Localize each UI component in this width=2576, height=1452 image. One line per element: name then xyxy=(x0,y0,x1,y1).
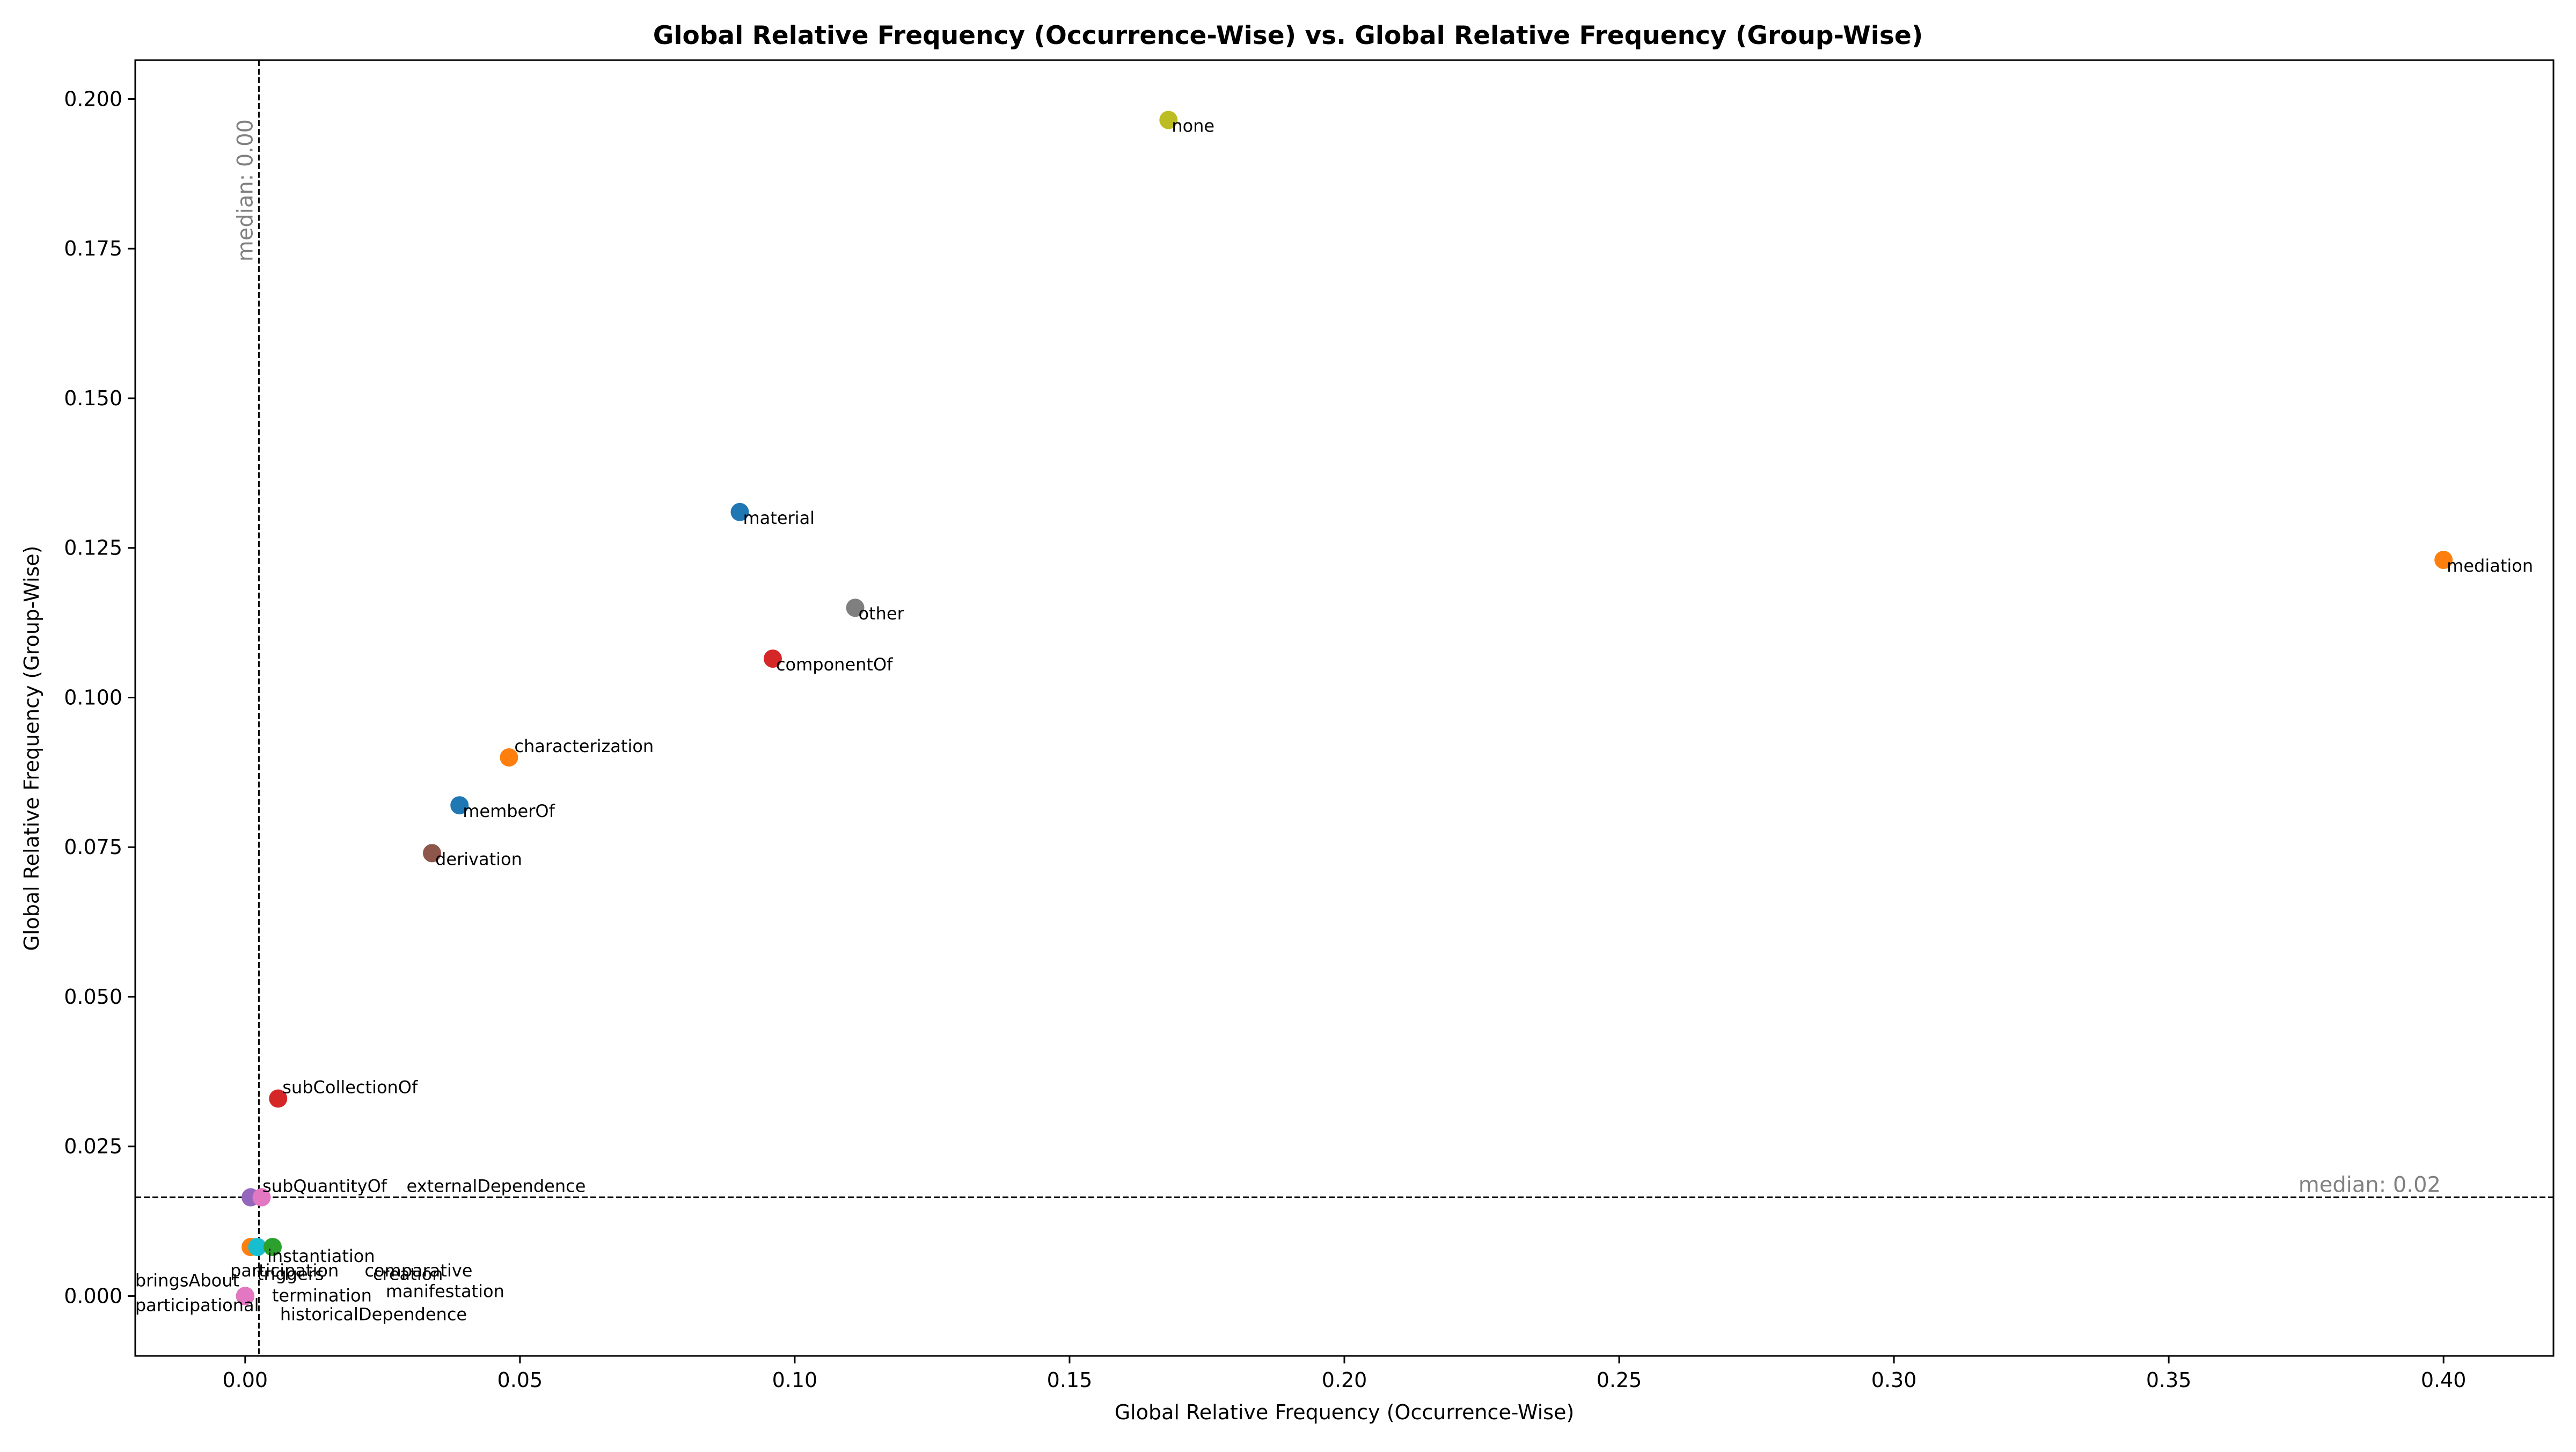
x-tick-label: 0.15 xyxy=(1047,1368,1093,1392)
median-y-label: median: 0.02 xyxy=(2299,1173,2441,1198)
median-x-label: median: 0.00 xyxy=(233,119,258,261)
label-participational: participational xyxy=(135,1295,259,1315)
label-derivation: derivation xyxy=(435,849,522,869)
chart-title: Global Relative Frequency (Occurrence-Wi… xyxy=(653,21,1923,50)
label-mediation: mediation xyxy=(2447,556,2533,576)
x-axis-label: Global Relative Frequency (Occurrence-Wi… xyxy=(1115,1400,1575,1424)
plot-frame xyxy=(134,59,2555,1357)
point-derivation xyxy=(423,844,442,863)
x-tick-label: 0.35 xyxy=(2146,1368,2192,1392)
point-mediation xyxy=(2434,551,2453,570)
y-tick-label: 0.200 xyxy=(64,87,122,111)
plot-area: median: 0.00 median: 0.02 0.00 0.05 0.10 0.15… xyxy=(64,59,2555,1392)
x-tick-label: 0.40 xyxy=(2421,1368,2467,1392)
point-historical-dependence xyxy=(236,1287,254,1305)
point-comparative xyxy=(248,1238,267,1257)
label-instantiation: instantiation xyxy=(267,1246,375,1266)
point-instantiation xyxy=(264,1238,282,1257)
point-sub-collection-of xyxy=(269,1089,288,1108)
label-manifestation: manifestation xyxy=(386,1281,504,1301)
label-characterization: characterization xyxy=(514,736,654,756)
x-tick-label: 0.25 xyxy=(1597,1368,1642,1392)
y-tick-label: 0.150 xyxy=(64,386,122,410)
label-other: other xyxy=(859,603,905,624)
label-external-dependence: externalDependence xyxy=(407,1176,586,1196)
label-comparative: comparative xyxy=(364,1260,472,1281)
point-external-dependence xyxy=(252,1188,271,1207)
point-characterization xyxy=(500,748,518,767)
point-other xyxy=(846,599,865,617)
y-tick-label: 0.050 xyxy=(64,985,122,1009)
label-historical-dependence: historicalDependence xyxy=(280,1304,467,1324)
x-tick-label: 0.20 xyxy=(1322,1368,1367,1392)
label-brings-about: bringsAbout xyxy=(135,1270,239,1290)
y-tick-label: 0.025 xyxy=(64,1135,122,1158)
y-axis-label: Global Relative Frequency (Group-Wise) xyxy=(20,546,43,951)
point-member-of xyxy=(450,796,469,815)
y-tick-label: 0.000 xyxy=(64,1284,122,1308)
label-component-of: componentOf xyxy=(776,654,893,675)
x-tick-label: 0.10 xyxy=(772,1368,818,1392)
label-participation: participation xyxy=(230,1260,339,1281)
label-creation: creation xyxy=(373,1264,443,1284)
label-material: material xyxy=(743,508,815,528)
label-none: none xyxy=(1172,116,1214,136)
y-tick-label: 0.100 xyxy=(64,685,122,709)
point-component-of xyxy=(763,650,782,668)
point-none xyxy=(1159,111,1178,129)
label-member-of: memberOf xyxy=(463,801,555,821)
label-triggers: triggers xyxy=(257,1264,324,1284)
label-sub-collection-of: subCollectionOf xyxy=(282,1077,418,1098)
point-material xyxy=(730,502,749,521)
x-tick-label: 0.00 xyxy=(223,1368,268,1392)
x-tick-label: 0.05 xyxy=(497,1368,543,1392)
y-tick-label: 0.075 xyxy=(64,835,122,859)
label-termination: termination xyxy=(272,1285,372,1305)
label-sub-quantity-of: subQuantityOf xyxy=(262,1176,387,1196)
x-tick-label: 0.30 xyxy=(1871,1368,1917,1392)
y-tick-label: 0.175 xyxy=(64,237,122,260)
y-tick-label: 0.125 xyxy=(64,536,122,560)
